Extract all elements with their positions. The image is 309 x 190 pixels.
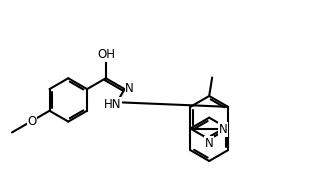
Text: O: O xyxy=(27,115,36,128)
Text: N: N xyxy=(205,137,214,150)
Text: HN: HN xyxy=(104,98,122,111)
Text: OH: OH xyxy=(98,48,116,61)
Text: N: N xyxy=(219,123,227,136)
Text: N: N xyxy=(125,82,134,95)
